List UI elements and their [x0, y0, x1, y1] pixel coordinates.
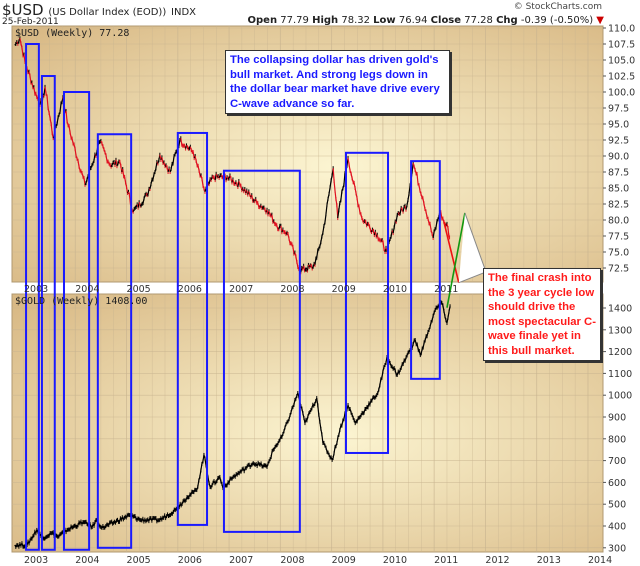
x-tick-label: 2004 [75, 555, 99, 566]
x-tick-label: 2009 [332, 555, 356, 566]
high-value: 78.32 [341, 15, 370, 26]
y-tick-label: 800 [608, 434, 626, 445]
x-tick-label: 2014 [588, 555, 612, 566]
down-triangle-icon: ▼ [596, 15, 604, 26]
x-tick-label-mid: 2007 [229, 284, 253, 295]
y-tick-label: 600 [608, 478, 626, 489]
y-tick-label: 500 [608, 500, 626, 511]
cycle-box [344, 151, 390, 454]
x-tick-label: 2012 [485, 555, 509, 566]
y-tick-label: 85.0 [608, 184, 629, 195]
chart-title: $USD (US Dollar Index (EOD)) INDX [2, 1, 196, 19]
x-tick-label: 2006 [178, 555, 202, 566]
x-tick-label: 2011 [434, 555, 458, 566]
y-tick-label: 100.0 [608, 88, 635, 99]
close-value: 77.28 [464, 15, 493, 26]
y-tick-label: 1300 [608, 325, 632, 336]
y-tick-label: 107.5 [608, 40, 635, 51]
y-tick-label: 1000 [608, 391, 632, 402]
x-tick-label: 2008 [280, 555, 304, 566]
x-tick-label-mid: 2010 [383, 284, 407, 295]
y-tick-label: 97.5 [608, 104, 629, 115]
cycle-box [25, 43, 40, 551]
y-tick-label: 1100 [608, 369, 632, 380]
y-tick-label: 105.0 [608, 56, 635, 67]
exchange: INDX [171, 7, 196, 18]
low-label: Low [373, 15, 396, 26]
panel-title-bottom: $GOLD (Weekly) 1408.00 [15, 296, 147, 307]
price-segment [332, 168, 335, 182]
x-tick-label-mid: 2008 [280, 284, 304, 295]
y-tick-label: 77.5 [608, 232, 629, 243]
x-tick-label: 2010 [383, 555, 407, 566]
y-tick-label: 95.0 [608, 120, 629, 131]
cycle-box [96, 133, 133, 549]
x-tick-label-mid: 2003 [24, 284, 48, 295]
x-tick-label: 2003 [24, 555, 48, 566]
symbol: $USD [2, 1, 44, 19]
y-tick-label: 87.5 [608, 168, 629, 179]
cycle-box [62, 91, 91, 551]
panel-title-top: $USD (Weekly) 77.28 [15, 28, 129, 39]
chart-date: 25-Feb-2011 [2, 17, 59, 27]
y-tick-label: 80.0 [608, 216, 629, 227]
y-tick-label: 1400 [608, 304, 632, 315]
red-annotation: The final crash into the 3 year cycle lo… [483, 268, 601, 361]
chg-label: Chg [496, 15, 518, 26]
projection-line [443, 221, 460, 283]
low-value: 76.94 [398, 15, 428, 26]
y-tick-label: 300 [608, 543, 626, 554]
y-tick-label: 700 [608, 456, 626, 467]
high-label: High [312, 15, 339, 26]
ohlc-readout: Open 77.79 High 78.32 Low 76.94 Close 77… [248, 15, 605, 27]
y-tick-label: 82.5 [608, 200, 629, 211]
x-tick-label: 2005 [127, 555, 151, 566]
symbol-name: (US Dollar Index (EOD)) [48, 7, 167, 18]
open-value: 77.79 [280, 15, 309, 26]
y-tick-label: 900 [608, 413, 626, 424]
close-label: Close [430, 15, 462, 26]
x-tick-label-mid: 2004 [75, 284, 99, 295]
x-tick-label: 2007 [229, 555, 253, 566]
open-label: Open [247, 15, 278, 26]
y-tick-label: 75.0 [608, 248, 629, 259]
x-tick-label-mid: 2009 [332, 284, 356, 295]
cycle-box [222, 169, 301, 533]
y-tick-label: 110.0 [608, 24, 635, 35]
x-tick-label: 2013 [537, 555, 561, 566]
y-tick-label: 92.5 [608, 136, 629, 147]
x-tick-label-mid: 2006 [178, 284, 202, 295]
y-tick-label: 1200 [608, 347, 632, 358]
blue-annotation: The collapsing dollar has driven gold's … [225, 50, 450, 114]
x-tick-label-mid: 2011 [434, 284, 458, 295]
y-tick-label: 90.0 [608, 152, 629, 163]
chg-value: -0.39 (-0.50%) [520, 15, 594, 26]
x-tick-label-mid: 2005 [127, 284, 151, 295]
y-tick-label: 400 [608, 522, 626, 533]
y-tick-label: 102.5 [608, 72, 635, 83]
series-bottom [14, 300, 451, 549]
cycle-box [40, 75, 56, 551]
cycle-box [410, 160, 441, 380]
stockcharts-logo: © StockCharts.com [513, 2, 602, 12]
y-tick-label: 72.5 [608, 264, 629, 275]
cycle-box [176, 131, 209, 526]
projection-line [446, 212, 466, 308]
